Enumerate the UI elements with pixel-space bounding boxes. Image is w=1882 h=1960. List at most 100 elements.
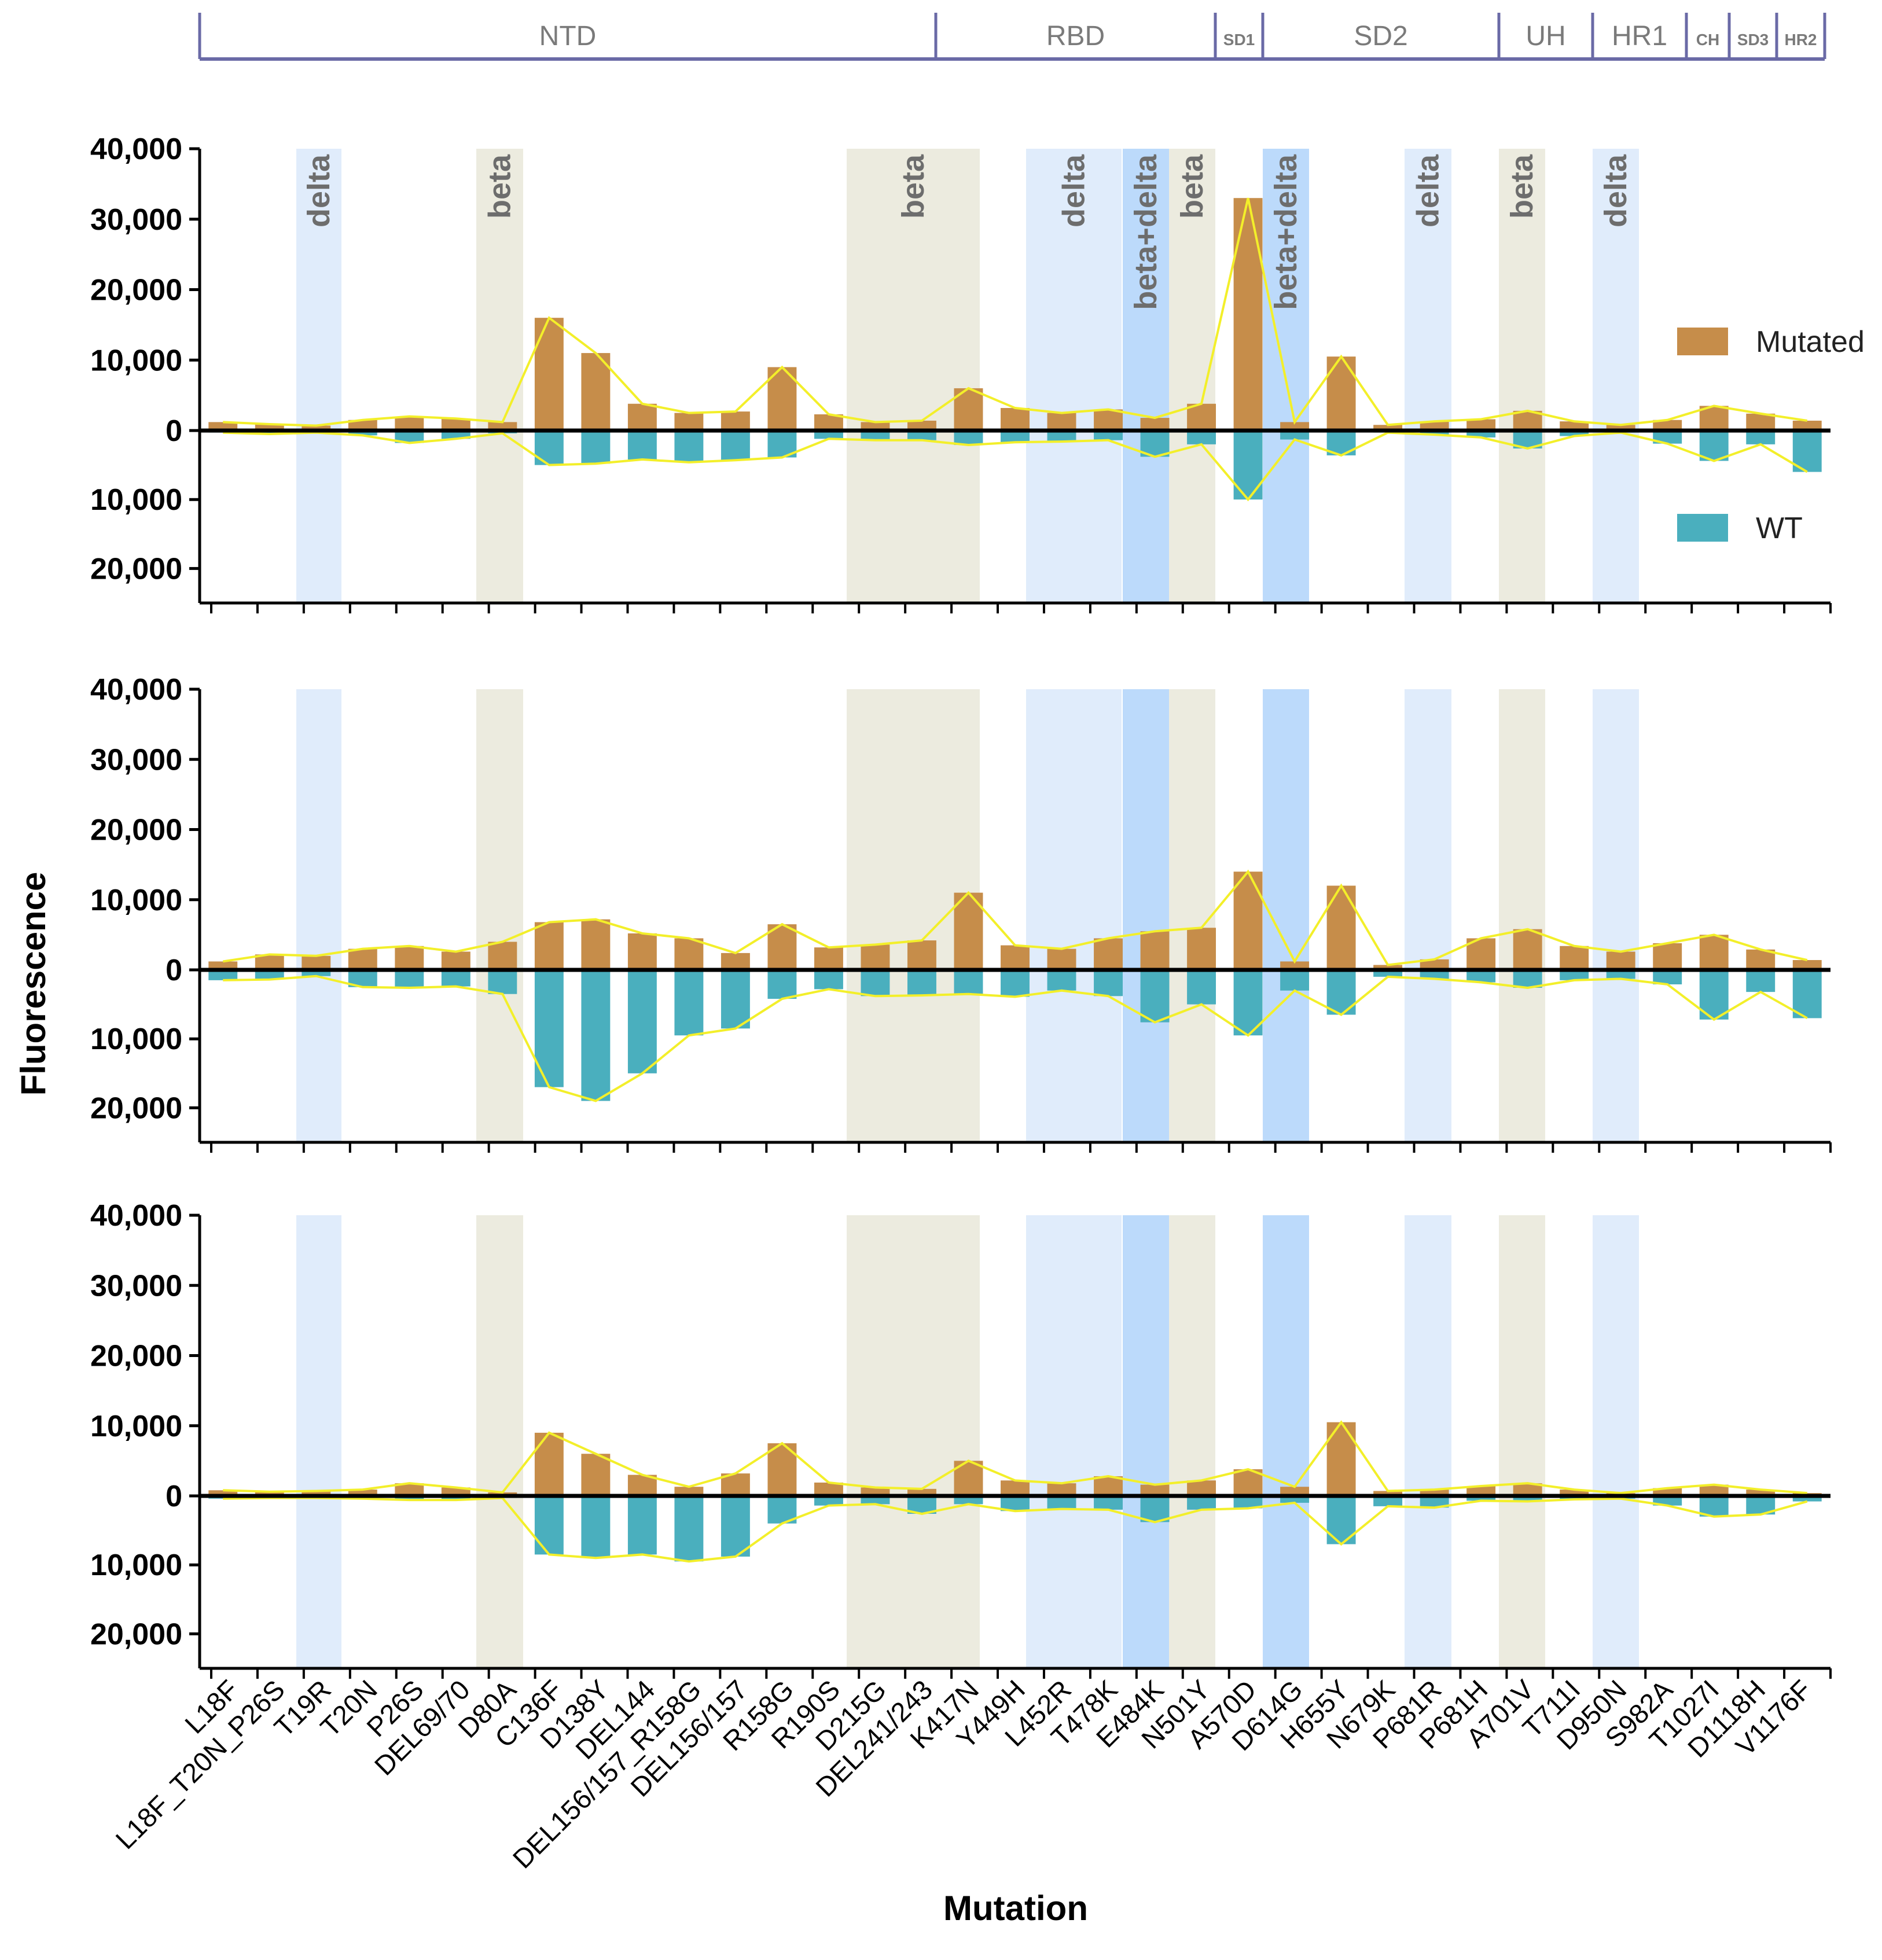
bar-mutated [721, 411, 750, 431]
variant-region-both [1123, 689, 1169, 1142]
bar-wt [627, 431, 657, 460]
bar-mutated [1606, 425, 1635, 431]
bar-mutated [1001, 408, 1030, 431]
bar-mutated [1560, 946, 1589, 970]
variant-region-label: beta+delta [1269, 154, 1303, 310]
variant-region-beta [1499, 149, 1545, 603]
bar-wt [814, 1496, 843, 1506]
bar-wt [441, 431, 471, 439]
bar-wt [1560, 431, 1589, 436]
bar-mutated [861, 1487, 890, 1496]
y-tick-label: 20,000 [90, 1340, 182, 1373]
bar-mutated [534, 318, 564, 431]
bar-wt [907, 431, 936, 440]
legend-label-mutated: Mutated [1756, 325, 1865, 359]
variant-region-delta [1593, 1215, 1639, 1668]
bar-wt [1140, 970, 1170, 1023]
variant-region-delta [1026, 689, 1122, 1142]
bar-mutated [1140, 418, 1170, 431]
bar-mutated [954, 892, 983, 970]
bar-mutated [1047, 413, 1076, 431]
variant-region-delta [1026, 149, 1122, 603]
bar-mutated [255, 424, 284, 431]
domain-label: SD3 [1737, 31, 1769, 49]
bar-mutated [395, 416, 424, 431]
bar-mutated [1699, 935, 1729, 970]
bar-wt [1560, 970, 1589, 980]
variant-region-delta [1405, 1215, 1451, 1668]
variant-region-label: delta [1411, 154, 1446, 227]
bar-mutated [1373, 425, 1403, 431]
y-tick-label: 40,000 [90, 133, 182, 166]
bar-wt [721, 431, 750, 461]
variant-region-delta [1593, 689, 1639, 1142]
bar-mutated [1233, 871, 1263, 970]
variant-region-label: delta [302, 154, 336, 227]
trend-line-wt [223, 431, 1808, 502]
variant-region-label: beta [1175, 154, 1210, 219]
variant-region-label: beta+delta [1129, 154, 1163, 310]
trend-line-wt [223, 975, 1808, 1102]
bar-layer [208, 198, 1822, 1562]
bar-wt [954, 431, 983, 446]
bar-wt [1513, 970, 1542, 988]
bar-mutated [1187, 928, 1216, 970]
variant-region-delta [1405, 149, 1451, 603]
bar-wt [674, 431, 704, 462]
bar-wt [488, 970, 517, 994]
bar-wt [441, 970, 471, 987]
bar-mutated [814, 1482, 843, 1496]
bar-mutated [581, 353, 611, 431]
bar-mutated [674, 1487, 704, 1496]
bar-mutated [1746, 1490, 1776, 1496]
bar-wt [1233, 1496, 1263, 1509]
bar-wt [674, 1496, 704, 1562]
bar-mutated [674, 413, 704, 431]
bar-mutated [1420, 421, 1449, 431]
variant-region-beta [476, 149, 523, 603]
variant-region-delta [296, 1215, 341, 1668]
variant-region-both [1123, 149, 1169, 603]
bar-wt [1280, 970, 1310, 991]
bar-mutated [302, 425, 331, 431]
bar-mutated [1001, 945, 1030, 970]
bar-mutated [907, 420, 936, 431]
bar-mutated [1466, 419, 1496, 431]
trend-line-mutated [222, 869, 1808, 966]
y-tick-label: 20,000 [90, 1617, 182, 1651]
bar-mutated [534, 922, 564, 970]
bar-mutated [1373, 1491, 1403, 1496]
bar-mutated [208, 961, 238, 970]
y-tick-label: 30,000 [90, 203, 182, 237]
bar-wt [1187, 431, 1216, 444]
variant-region-label: beta [1505, 154, 1539, 219]
y-tick-label: 20,000 [90, 1091, 182, 1125]
domain-label: RBD [1046, 21, 1105, 52]
bar-mutated [395, 946, 424, 970]
domain-label: HR1 [1612, 21, 1667, 52]
y-tick-label: 30,000 [90, 743, 182, 777]
bar-mutated [441, 951, 471, 970]
bar-mutated [1233, 198, 1263, 431]
bar-mutated [1606, 951, 1635, 970]
bar-wt [1187, 970, 1216, 1005]
y-tick-label: 0 [166, 414, 182, 448]
variant-region-delta [1405, 689, 1451, 1142]
bar-wt [814, 431, 843, 439]
bar-mutated [1047, 948, 1076, 970]
bar-mutated [1280, 961, 1310, 970]
legend: Mutated WT [1677, 325, 1865, 545]
bar-mutated [1373, 965, 1403, 970]
bar-mutated [1792, 960, 1822, 970]
bar-mutated [348, 1490, 377, 1496]
bar-mutated [208, 422, 238, 431]
variant-region-beta [1499, 1215, 1545, 1668]
domain-label: CH [1696, 31, 1719, 49]
bar-wt [721, 1496, 750, 1557]
domain-label: SD1 [1223, 31, 1255, 49]
bar-wt [1746, 970, 1776, 992]
y-tick-label: 10,000 [90, 884, 182, 917]
bar-mutated [1140, 931, 1170, 970]
bar-wt [814, 970, 843, 990]
bar-mutated [208, 1490, 238, 1496]
